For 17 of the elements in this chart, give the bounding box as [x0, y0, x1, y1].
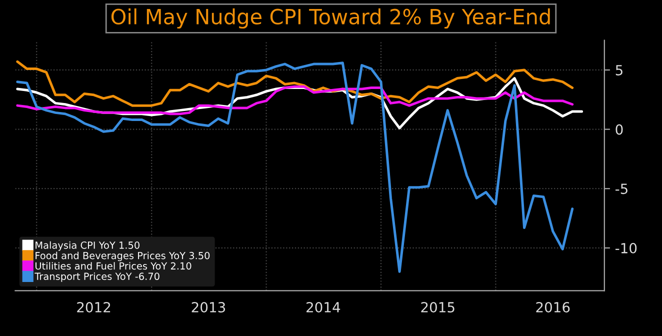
x-tick-label: 2013 — [192, 302, 226, 312]
x-tick-label: 2015 — [421, 302, 454, 312]
y-tick-label: 5 — [616, 65, 622, 76]
chart-title: Oil May Nudge CPI Toward 2% By Year-End — [111, 8, 550, 29]
legend-label: Utilities and Fuel Prices YoY 2.10 — [36, 262, 192, 270]
line-series — [16, 85, 574, 116]
line-series — [16, 60, 574, 107]
legend-label: Malaysia CPI YoY 1.50 — [36, 241, 140, 251]
y-tick-label: 0 — [616, 124, 623, 135]
legend-label: Transport Prices YoY -6.70 — [34, 272, 160, 282]
line-series — [16, 62, 574, 273]
x-tick-label: 2014 — [306, 302, 340, 312]
y-tick-label: -5 — [616, 184, 628, 194]
x-tick-label: 2016 — [536, 302, 570, 312]
legend-label: Food and Beverages Prices YoY 3.50 — [36, 252, 210, 262]
x-tick-label: 2012 — [77, 302, 110, 312]
y-tick-label: -10 — [616, 242, 637, 254]
